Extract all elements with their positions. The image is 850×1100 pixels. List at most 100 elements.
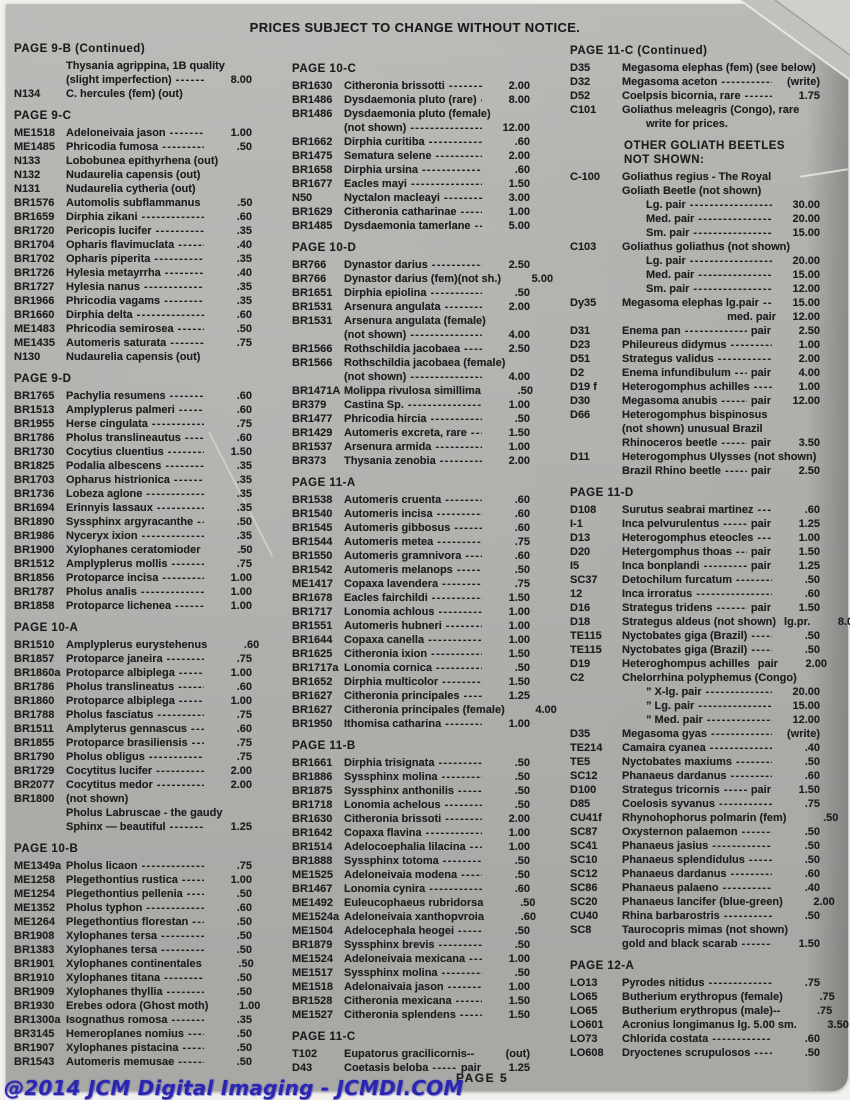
dash-leader: ----------------------------------------… (474, 220, 482, 232)
item-name: Strategus tridens (622, 602, 713, 614)
item-name: Dirphia delta (66, 309, 133, 321)
item-price: 15.00 (792, 227, 820, 239)
price-row: BR1950 Ithomisa catharina----------------… (292, 717, 530, 731)
unit-label: pair (750, 395, 771, 407)
price-row: BR1857 Protoparce janeira----------------… (14, 652, 252, 666)
section-header: PAGE 10-A (14, 622, 79, 634)
item-name: Adeloneivaia xanthopvroia (344, 911, 484, 923)
item-code: SC20 (570, 896, 598, 908)
price-row: BR1786 Pholus translineatus--------------… (14, 680, 252, 694)
item-price: 20.00 (792, 686, 820, 698)
item-price: .40 (804, 742, 820, 754)
item-code: BR1717 (292, 606, 333, 618)
item-code: ME1524 (292, 953, 333, 965)
item-name: Pholus translineatus (66, 681, 175, 693)
dash-leader: ----------------------------------------… (730, 868, 772, 880)
item-name: Detochilum furcatum (622, 574, 733, 586)
price-row: ME1417 Copaxa lavendera------------------… (292, 577, 530, 591)
dash-leader: ----------------------------------------… (736, 546, 747, 558)
item-price: 4.00 (508, 371, 530, 383)
item-name: Phanaeus lancifer (blue-green) (622, 896, 783, 908)
item-price: 2.00 (230, 765, 252, 777)
price-row: D43 Coetasis beloba----------------------… (292, 1061, 530, 1075)
item-name: Pyrodes nitidus (622, 977, 705, 989)
price-row: BR1486 Dysdaemonia pluto (rare) ----------… (292, 93, 530, 107)
price-row: BR1908 Xylophanes tersa------------------… (14, 929, 252, 943)
price-row: ” X-lg. pair----------------------------… (570, 685, 820, 699)
dash-leader: ----------------------------------------… (723, 784, 747, 796)
item-name: Inca irroratus (622, 588, 693, 600)
dash-leader: ----------------------------------------… (439, 455, 482, 467)
item-name: Dirphia multicolor (344, 676, 439, 688)
dash-leader: ----------------------------------------… (698, 269, 772, 281)
dash-leader: ----------------------------------------… (445, 494, 482, 506)
item-code: ME1483 (14, 323, 55, 335)
item-price: .50 (236, 916, 252, 928)
item-name: Automeris gibbosus (344, 522, 451, 534)
dash-leader: ----------------------------------------… (693, 283, 772, 295)
item-price: .50 (823, 812, 839, 824)
item-name: Goliathus goliathus (not shown) (622, 241, 791, 253)
item-code: BR1514 (292, 841, 333, 853)
item-code: BR1383 (14, 944, 55, 956)
price-row: BR1662 Dirphia curitiba------------------… (292, 135, 530, 149)
item-name: Adeloneivaia jason (66, 127, 166, 139)
price-row: ME1525 Adeloneivaia modena---------------… (292, 868, 530, 882)
item-name: Eacles fairchildi (344, 592, 428, 604)
item-price: 4.00 (798, 367, 820, 379)
dash-leader: ----------------------------------------… (175, 600, 204, 612)
price-row: BR1511 Amplyterus gennascus--------------… (14, 722, 252, 736)
item-price: .75 (817, 1005, 833, 1017)
item-price: .50 (514, 662, 530, 674)
price-row: LO73 Chlorida costata--------------------… (570, 1032, 820, 1046)
price-row: ME1518 Adeloneivaia jason----------------… (14, 126, 252, 140)
item-name: Opharis flavimuclata (66, 239, 175, 251)
price-row: BR1786 Pholus translineautus-------------… (14, 431, 252, 445)
price-row: BR1660 Dirphia delta---------------------… (14, 308, 252, 322)
dash-leader: ----------------------------------------… (684, 325, 747, 337)
price-row: ME1485 Phricodia fumosa------------------… (14, 140, 252, 154)
dash-leader: ----------------------------------------… (730, 339, 772, 351)
item-name: Dirphia epiolina (344, 287, 427, 299)
item-name: Lonomia achlous (344, 606, 435, 618)
item-code: BR1860 (14, 695, 55, 707)
item-price: .50 (514, 799, 530, 811)
price-row: D35 Megasoma gyas------------------------… (570, 727, 820, 741)
item-price: .60 (514, 522, 530, 534)
item-code: I5 (570, 560, 580, 572)
dash-leader: ----------------------------------------… (751, 644, 772, 656)
item-code: N134 (14, 88, 41, 100)
price-row: BR1543 Automeris memusae-----------------… (14, 1055, 252, 1069)
item-name: Copaxa flavina (344, 827, 422, 839)
price-list-section: PAGE 11-C (Continued) D35 Megasoma elephas… (570, 44, 820, 131)
dash-leader: ----------------------------------------… (741, 938, 772, 950)
dash-leader: ----------------------------------------… (696, 588, 772, 600)
item-price: .50 (804, 826, 820, 838)
price-row: BR1550 Automeris gramnivora--------------… (292, 549, 530, 563)
item-name: Goliath Beetle (not shown) (622, 185, 762, 197)
item-price: .50 (520, 897, 536, 909)
item-name: Automeris melanops (344, 564, 453, 576)
item-name: Cocytitus medor (66, 779, 153, 791)
item-price: 1.00 (508, 606, 530, 618)
item-price: .35 (236, 1014, 252, 1026)
price-row: Dy35 Megasoma elephas lg.pair------------… (570, 296, 820, 310)
price-row: ME1527 Citheronia splendens--------------… (292, 1008, 530, 1022)
price-row: C-100 Goliathus regius - The Royal (570, 170, 820, 184)
price-row: (not shown)-----------------------------… (292, 328, 530, 342)
item-name: Rhynohophorus polmarin (fem) (622, 812, 787, 824)
price-row: CU40 Rhina barbarostris------------------… (570, 909, 820, 923)
dash-leader: ----------------------------------------… (438, 939, 483, 951)
item-price: .50 (236, 1056, 252, 1068)
item-price: 12.00 (792, 311, 820, 323)
item-price: 12.00 (792, 283, 820, 295)
price-row: N131 Nudaurelia cytheria (out) (14, 182, 252, 196)
item-name: Sematura selene (344, 150, 432, 162)
item-name: Med. pair (646, 213, 695, 225)
item-price: .75 (804, 977, 820, 989)
item-code: BR1930 (14, 1000, 55, 1012)
item-price: 30.00 (792, 199, 820, 211)
price-row: BR1475 Sematura selene-------------------… (292, 149, 530, 163)
item-code: LO608 (570, 1047, 604, 1059)
item-price: 1.00 (508, 206, 530, 218)
